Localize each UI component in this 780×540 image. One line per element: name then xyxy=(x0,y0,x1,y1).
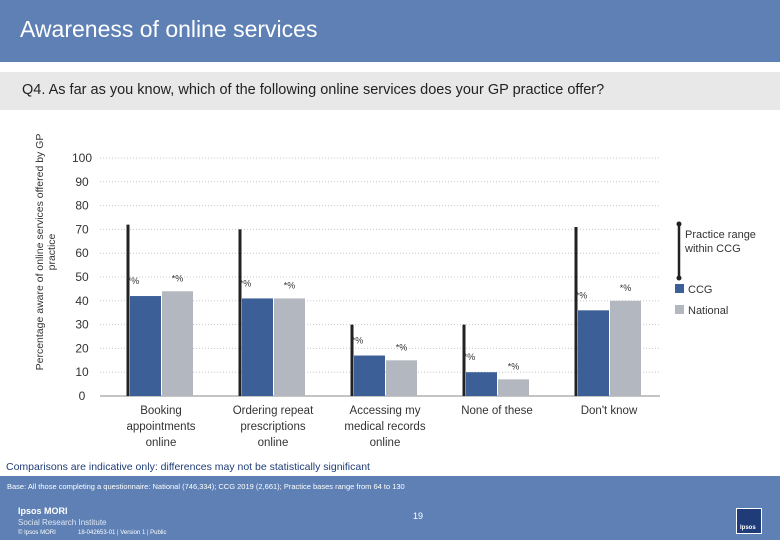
y-tick-label: 40 xyxy=(75,294,89,308)
data-label: *% xyxy=(240,278,252,288)
data-label: *% xyxy=(128,276,140,286)
data-labels: *% *% *% *% *% *% *% *% *% *% xyxy=(128,273,632,371)
bars xyxy=(130,291,641,396)
question-bar: Q4. As far as you know, which of the fol… xyxy=(0,72,780,110)
data-label: *% xyxy=(352,336,364,346)
footer: Base: All those completing a questionnai… xyxy=(0,476,780,540)
legend-range-cap xyxy=(676,275,682,281)
bar-ccg xyxy=(242,298,273,396)
category-label: online xyxy=(370,437,401,449)
y-tick-label: 20 xyxy=(75,341,89,355)
y-tick-labels: 0 10 20 30 40 50 60 70 80 90 100 xyxy=(72,151,92,403)
bar-national xyxy=(610,300,641,396)
bar-national xyxy=(386,360,417,396)
bar-national xyxy=(498,379,529,396)
ipsos-logo-text: Ipsos MORI xyxy=(18,506,68,516)
y-tick-label: 10 xyxy=(75,365,89,379)
category-label: prescriptions xyxy=(240,421,305,433)
y-tick-label: 90 xyxy=(75,175,89,189)
y-tick-label: 30 xyxy=(75,318,89,332)
bar-ccg xyxy=(578,310,609,396)
category-label: Booking xyxy=(140,405,182,417)
legend-swatch-ccg xyxy=(675,284,684,293)
y-tick-label: 80 xyxy=(75,199,89,213)
bar-ccg xyxy=(354,355,385,396)
institute-text: Social Research Institute xyxy=(18,518,107,527)
page-number: 19 xyxy=(413,511,424,521)
bar-national xyxy=(274,298,305,396)
y-tick-label: 0 xyxy=(79,389,86,403)
y-tick-label: 70 xyxy=(75,222,89,236)
data-label: *% xyxy=(464,352,476,362)
ipsos-logo-icon: Ipsos xyxy=(736,508,762,534)
practice-ranges xyxy=(126,224,578,396)
category-label: Ordering repeat xyxy=(233,405,314,417)
category-label: online xyxy=(258,437,289,449)
bar-national xyxy=(162,291,193,396)
page-title: Awareness of online services xyxy=(20,16,318,42)
ipsos-logo-label: Ipsos xyxy=(740,525,756,531)
category-label: online xyxy=(146,437,177,449)
bar-ccg xyxy=(130,296,161,396)
comparison-note: Comparisons are indicative only: differe… xyxy=(6,461,370,473)
copyright-text: © Ipsos MORI xyxy=(18,530,56,536)
question-text: Q4. As far as you know, which of the fol… xyxy=(22,82,605,98)
legend-label-ccg: CCG xyxy=(688,284,712,296)
legend-range-label: Practice range xyxy=(685,229,756,241)
y-tick-label: 50 xyxy=(75,270,89,284)
category-label: None of these xyxy=(461,405,533,417)
legend-label-national: National xyxy=(688,305,728,317)
data-label: *% xyxy=(620,283,632,293)
legend-swatch-national xyxy=(675,305,684,314)
reference-text: 18-042653-01 | Version 1 | Public xyxy=(78,530,167,536)
category-label: appointments xyxy=(126,421,195,433)
title-bar: Awareness of online services xyxy=(0,0,780,62)
legend-range-cap xyxy=(676,221,682,227)
data-label: *% xyxy=(284,280,296,290)
category-label: medical records xyxy=(344,421,425,433)
category-labels: Booking appointments online Ordering repeat… xyxy=(126,405,637,449)
category-label: Don't know xyxy=(581,405,638,417)
data-label: *% xyxy=(396,342,408,352)
legend-range-label: within CCG xyxy=(684,243,741,255)
y-tick-label: 60 xyxy=(75,246,89,260)
base-text: Base: All those completing a questionnai… xyxy=(7,482,405,491)
y-tick-label: 100 xyxy=(72,151,92,165)
bar-ccg xyxy=(466,372,497,396)
legend: Practice range within CCG CCG National xyxy=(675,221,756,317)
data-label: *% xyxy=(172,273,184,283)
category-label: Accessing my xyxy=(350,405,421,417)
data-label: *% xyxy=(508,361,520,371)
data-label: *% xyxy=(576,290,588,300)
